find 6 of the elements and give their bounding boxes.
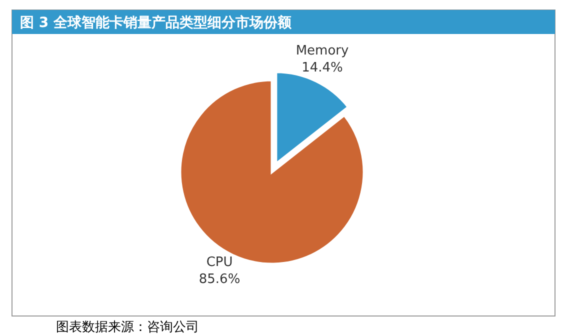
slice-label: CPU (206, 254, 233, 270)
chart-title: 图 3 全球智能卡销量产品类型细分市场份额 (20, 14, 292, 31)
slice-label: Memory (296, 44, 350, 59)
text: 图表数据来源：咨询公司 (56, 320, 199, 335)
data-label: 85.6% (198, 272, 240, 287)
data-label: 14.4% (302, 60, 343, 76)
